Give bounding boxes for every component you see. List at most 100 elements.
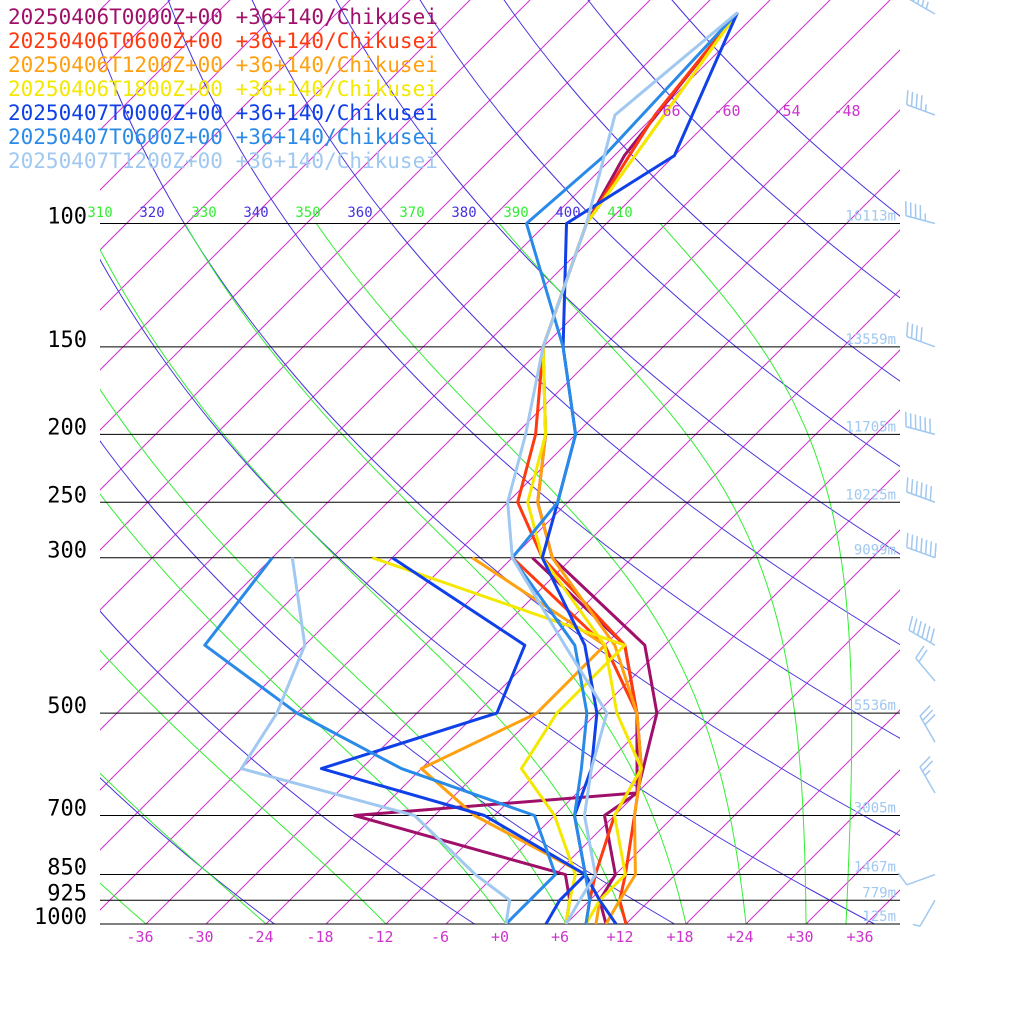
height-label: 125m [862,909,896,925]
isotherm-line [100,0,711,611]
isotherm-line [625,649,900,924]
wind-barb [906,322,936,348]
pressure-tick-label: 100 [47,205,87,230]
pressure-tick-label: 200 [47,415,87,440]
isotherm-line [100,0,891,791]
isotherm-line [805,829,900,924]
theta-label: 380 [451,205,476,221]
dry-adiabat-line [671,0,900,217]
wind-barb [915,645,936,682]
theta-label: 340 [243,205,268,221]
wind-barb [906,477,936,503]
temperature-tick-label: +30 [786,928,813,946]
dewpoint-profile-4 [371,556,627,924]
dry-adiabat-line [251,0,900,646]
wind-barb [897,872,936,886]
legend: 20250406T0000Z+00 +36+140/Chikusei202504… [8,5,438,173]
isotherm-line [865,889,900,924]
wind-barb [912,899,936,927]
dewpoint-profile-7 [239,557,512,924]
isotherm-line [100,0,411,311]
pressure-tick-label: 250 [47,483,87,508]
legend-entry: 20250407T0000Z+00 +36+140/Chikusei [8,101,438,125]
isotherm-line [325,349,900,924]
upper-temperature-label: -66 [653,102,680,120]
temperature-tick-label: +12 [606,928,633,946]
isotherm-line [100,0,651,551]
dry-adiabat-line [419,0,900,468]
dry-adiabat-line [100,440,675,924]
temperature-profile-6 [510,11,739,924]
height-label: 5536m [854,698,896,714]
isotherm-line [986,0,1024,924]
height-label: 11705m [845,419,896,435]
temperature-tick-label: +18 [666,928,693,946]
isotherm-line [445,469,900,924]
temperature-tick-label: +24 [726,928,753,946]
isotherm-line [505,529,900,924]
wind-barb [919,755,936,794]
theta-label: 320 [139,205,164,221]
isotherm-line [100,0,291,191]
temperature-tick-label: +6 [551,928,569,946]
wind-barb [905,412,936,436]
moist-adiabat-line [498,223,807,924]
height-label: 1467m [854,860,896,876]
dry-adiabat-line [100,258,875,924]
height-label: 3005m [854,800,896,816]
isotherm-line [565,589,900,924]
isotherm-line [100,0,531,431]
dry-adiabat-line [100,46,900,837]
moist-adiabat-line [100,772,267,924]
temperature-tick-label: -12 [366,928,393,946]
legend-entry: 20250407T1200Z+00 +36+140/Chikusei [8,149,438,173]
pressure-tick-label: 150 [47,328,87,353]
theta-label: 400 [555,205,580,221]
isotherm-line [145,169,900,924]
pressure-tick-label: 700 [47,796,87,821]
isotherm-line [685,709,900,924]
pressure-tick-label: 1000 [34,905,87,930]
temperature-tick-label: -6 [431,928,449,946]
pressure-tick-label: 925 [47,881,87,906]
height-label: 13559m [845,332,896,348]
height-label: 9099m [854,543,896,559]
dry-adiabat-line [100,610,475,924]
wind-barbs [897,0,937,927]
isotherm-line [926,0,1024,924]
dry-adiabat-line [587,0,900,299]
upper-temperature-label: -48 [833,102,860,120]
temperature-profile-7 [506,11,739,924]
dewpoint-profile-5 [319,556,587,924]
legend-entry: 20250406T0000Z+00 +36+140/Chikusei [8,5,438,29]
height-label: 10225m [845,487,896,503]
temperature-tick-label: -18 [306,928,333,946]
isotherm-line [100,0,591,491]
upper-temperature-label: -54 [773,102,800,120]
theta-label: 330 [191,205,216,221]
legend-entry: 20250406T1200Z+00 +36+140/Chikusei [8,53,438,77]
wind-barb [905,201,936,225]
isotherm-line [100,0,771,671]
wind-barb [908,615,936,646]
pressure-tick-label: 850 [47,856,87,881]
wind-barb [919,705,936,743]
temperature-tick-label: -24 [246,928,273,946]
theta-label: 350 [295,205,320,221]
isotherm-line [100,0,471,371]
legend-entry: 20250406T0600Z+00 +36+140/Chikusei [8,29,438,53]
isotherm-line [100,0,351,251]
temperature-tick-label: +36 [846,928,873,946]
wind-barb [909,0,936,15]
legend-entry: 20250407T0600Z+00 +36+140/Chikusei [8,125,438,149]
dry-adiabat-line [335,0,900,555]
theta-label: 360 [347,205,372,221]
pressure-tick-label: 500 [47,694,87,719]
height-label: 16113m [845,209,896,225]
upper-temperature-label: -60 [713,102,740,120]
isotherm-line [100,0,831,731]
sounding-profiles [203,11,739,924]
temperature-tick-label: -36 [126,928,153,946]
theta-label: 310 [87,205,112,221]
